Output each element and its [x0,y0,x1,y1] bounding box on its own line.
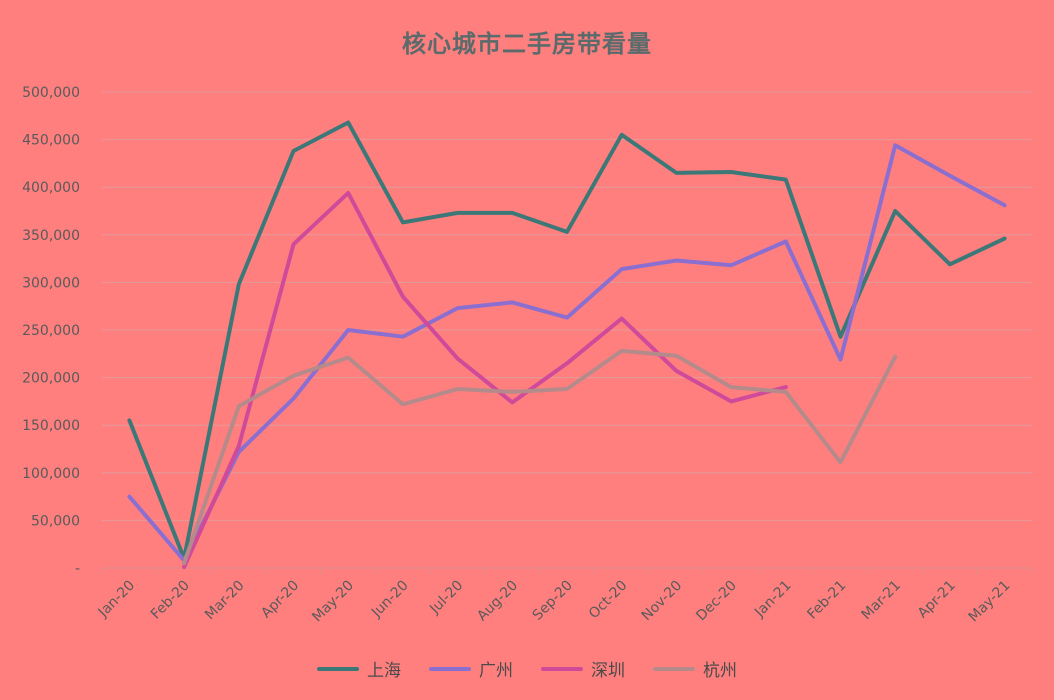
x-tick-label: Dec-20 [693,578,740,625]
y-tick-label: 200,000 [22,371,80,387]
x-tick-label: Jun-20 [368,578,412,622]
x-tick-label: Mar-20 [202,578,248,624]
x-tick-label: Feb-21 [804,578,849,623]
x-tick-label: Jan-20 [95,578,138,621]
legend-item: 杭州 [653,656,737,681]
legend-item: 广州 [429,656,513,681]
x-tick-label: Nov-20 [639,578,686,625]
x-tick-label: May-21 [966,578,1014,626]
y-tick-label: 400,000 [22,180,80,196]
legend-swatch [541,666,583,671]
legend-label: 上海 [367,661,401,681]
y-tick-label: 100,000 [22,466,80,482]
x-tick-label: Oct-20 [586,578,631,623]
chart-title: 核心城市二手房带看量 [402,30,652,58]
series-line-0 [127,120,1007,561]
x-tick-label: May-20 [309,578,357,626]
y-tick-label: 300,000 [22,275,80,291]
legend-item: 深圳 [541,656,625,681]
legend-item: 上海 [317,656,401,681]
x-tick-label: Apr-21 [915,578,959,622]
series-line-1 [127,143,1007,563]
x-tick-label: Jan-21 [751,578,794,621]
legend-label: 深圳 [591,661,625,681]
series-line-2 [182,190,788,569]
legend: 上海 广州 深圳 杭州 [0,656,1054,681]
y-tick-label: 50,000 [31,513,80,529]
legend-swatch [653,666,695,671]
legend-label: 广州 [479,661,513,681]
y-tick-label: 350,000 [22,228,80,244]
y-tick-label: 150,000 [22,418,80,434]
x-tick-label: Feb-20 [148,578,193,623]
x-tick-label: Aug-20 [474,578,521,625]
x-tick-label: Sep-20 [530,578,576,624]
legend-swatch [429,666,471,671]
legend-swatch [317,666,359,671]
legend-label: 杭州 [703,661,737,681]
y-tick-label: - [75,561,80,577]
x-tick-label: Mar-21 [859,578,905,624]
x-tick-label: Apr-20 [258,578,302,622]
y-tick-label: 450,000 [22,133,80,149]
series-line-3 [182,348,898,566]
y-tick-label: 250,000 [22,323,80,339]
x-tick-label: Jul-20 [426,578,466,618]
y-tick-label: 500,000 [22,85,80,101]
